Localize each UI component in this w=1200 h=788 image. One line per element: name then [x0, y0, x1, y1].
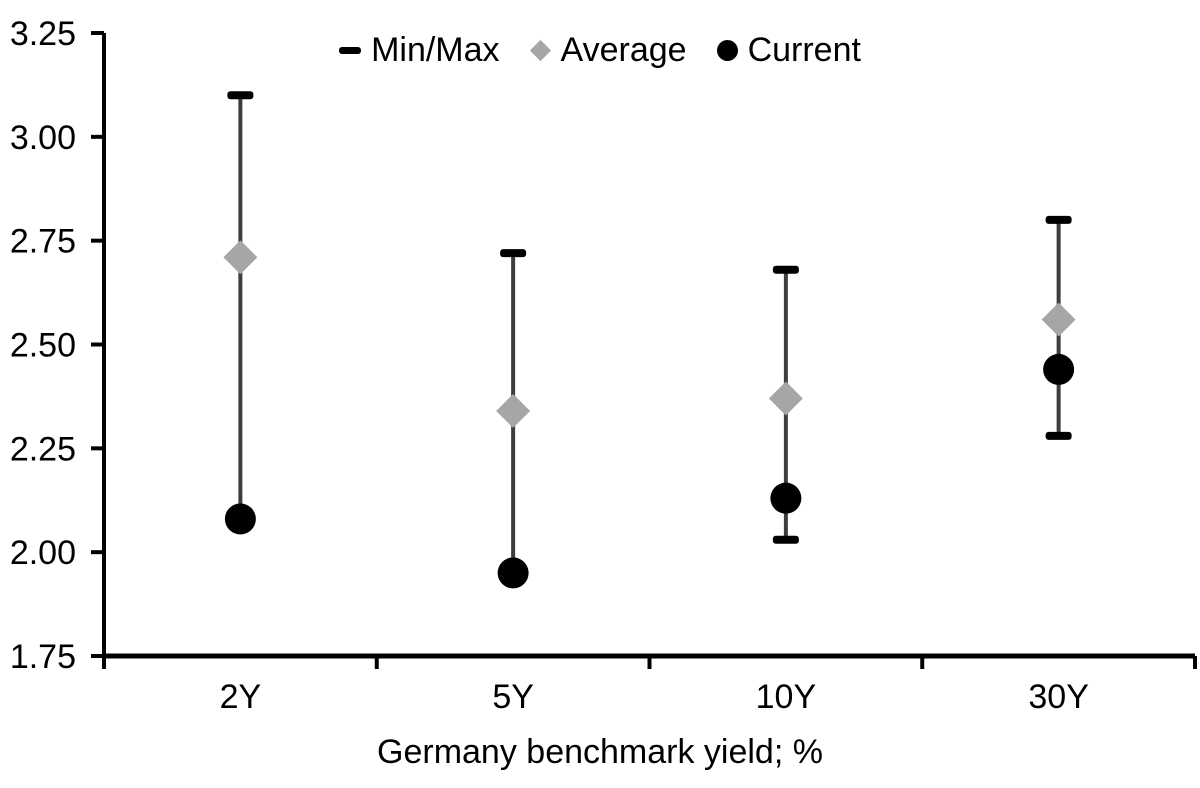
x-tick-label: 10Y — [756, 678, 817, 716]
y-tick-label: 2.75 — [10, 223, 76, 261]
current-marker — [497, 557, 529, 589]
y-tick-label: 3.25 — [10, 15, 76, 53]
legend-label-average: Average — [560, 31, 687, 69]
y-tick-label: 2.50 — [10, 327, 76, 365]
current-circle-icon — [716, 39, 738, 61]
x-tick-label: 30Y — [1028, 678, 1089, 716]
average-diamond-icon — [529, 39, 551, 61]
y-tick-label: 3.00 — [10, 119, 76, 157]
current-marker — [224, 503, 256, 535]
average-marker — [1041, 302, 1076, 337]
legend: Min/Max Average Current — [0, 30, 1200, 70]
error-bar-min-cap — [1045, 431, 1072, 440]
error-bar-min-cap — [772, 535, 799, 544]
error-bar-max-cap — [500, 249, 527, 258]
y-tick-label: 1.75 — [10, 638, 76, 676]
error-bar-max-cap — [227, 91, 254, 100]
legend-label-minmax: Min/Max — [371, 31, 500, 69]
error-bar-max-cap — [1045, 215, 1072, 224]
average-marker — [768, 381, 803, 416]
minmax-dash-icon — [339, 46, 362, 54]
error-bar-max-cap — [772, 265, 799, 274]
y-tick-label: 2.00 — [10, 534, 76, 572]
legend-item-current: Current — [716, 30, 861, 70]
legend-item-average: Average — [529, 30, 687, 70]
legend-label-current: Current — [747, 31, 861, 69]
x-tick-label: 2Y — [220, 678, 262, 716]
average-marker — [496, 393, 531, 428]
x-axis-title: Germany benchmark yield; % — [377, 733, 823, 771]
current-marker — [1043, 353, 1075, 385]
legend-item-minmax: Min/Max — [339, 30, 500, 70]
y-tick-label: 2.25 — [10, 430, 76, 468]
current-marker — [770, 482, 802, 514]
average-marker — [223, 240, 258, 275]
x-tick-label: 5Y — [492, 678, 534, 716]
